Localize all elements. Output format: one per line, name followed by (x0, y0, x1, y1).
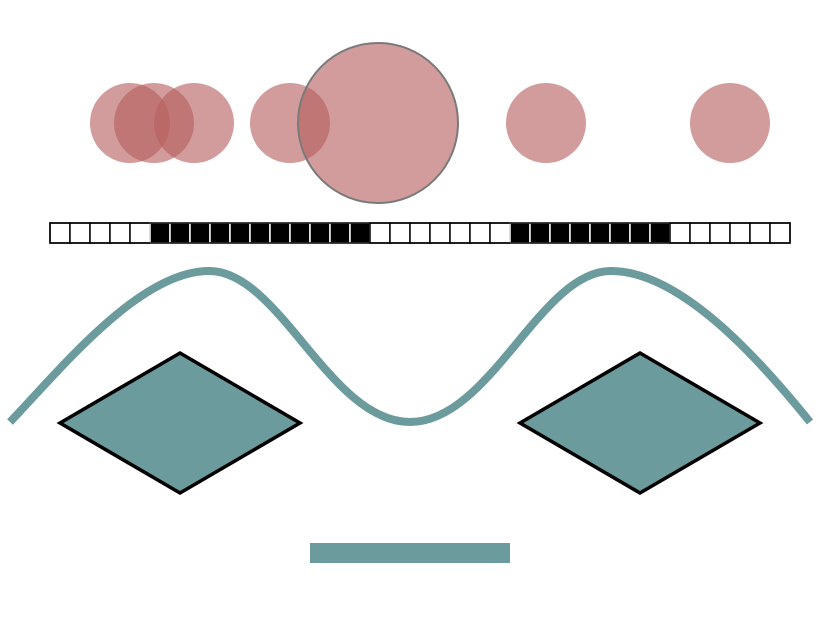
strip-cell (669, 222, 691, 244)
strip-cell (129, 222, 151, 244)
wave-curve (7, 266, 814, 426)
strip-cell (49, 222, 71, 244)
strip-cell (749, 222, 771, 244)
circle-6 (690, 83, 770, 163)
strip-cell (309, 222, 331, 244)
strip-cell (69, 222, 91, 244)
strip-cell (649, 222, 671, 244)
strip-cell (409, 222, 431, 244)
strip-cell (209, 222, 231, 244)
strip-cell (429, 222, 451, 244)
right-diamond (516, 350, 764, 496)
strip-cell (329, 222, 351, 244)
strip-cell (549, 222, 571, 244)
strip-cell (729, 222, 751, 244)
strip-cell (689, 222, 711, 244)
bottom-bar (310, 543, 510, 563)
strip-cell (289, 222, 311, 244)
strip-cell (89, 222, 111, 244)
strip-cell (569, 222, 591, 244)
strip-cell (269, 222, 291, 244)
strip-cell (769, 222, 791, 244)
circle-5 (506, 83, 586, 163)
strip-cell (229, 222, 251, 244)
strip-cell (249, 222, 271, 244)
circle-3 (154, 83, 234, 163)
strip-cell (109, 222, 131, 244)
strip-cell (489, 222, 511, 244)
strip-cell (629, 222, 651, 244)
strip-cell (349, 222, 371, 244)
strip-cell (529, 222, 551, 244)
strip-cell (709, 222, 731, 244)
strip-cell (389, 222, 411, 244)
strip-cell (189, 222, 211, 244)
strip-cell (149, 222, 171, 244)
strip-cell (589, 222, 611, 244)
left-diamond (56, 350, 304, 496)
strip-cell (509, 222, 531, 244)
square-strip (49, 222, 791, 244)
strip-cell (169, 222, 191, 244)
strip-cell (469, 222, 491, 244)
strip-border (49, 222, 791, 244)
strip-cell (369, 222, 391, 244)
circles-group (90, 42, 770, 204)
strip-cell (609, 222, 631, 244)
strip-cell (449, 222, 471, 244)
large-circle (297, 42, 459, 204)
